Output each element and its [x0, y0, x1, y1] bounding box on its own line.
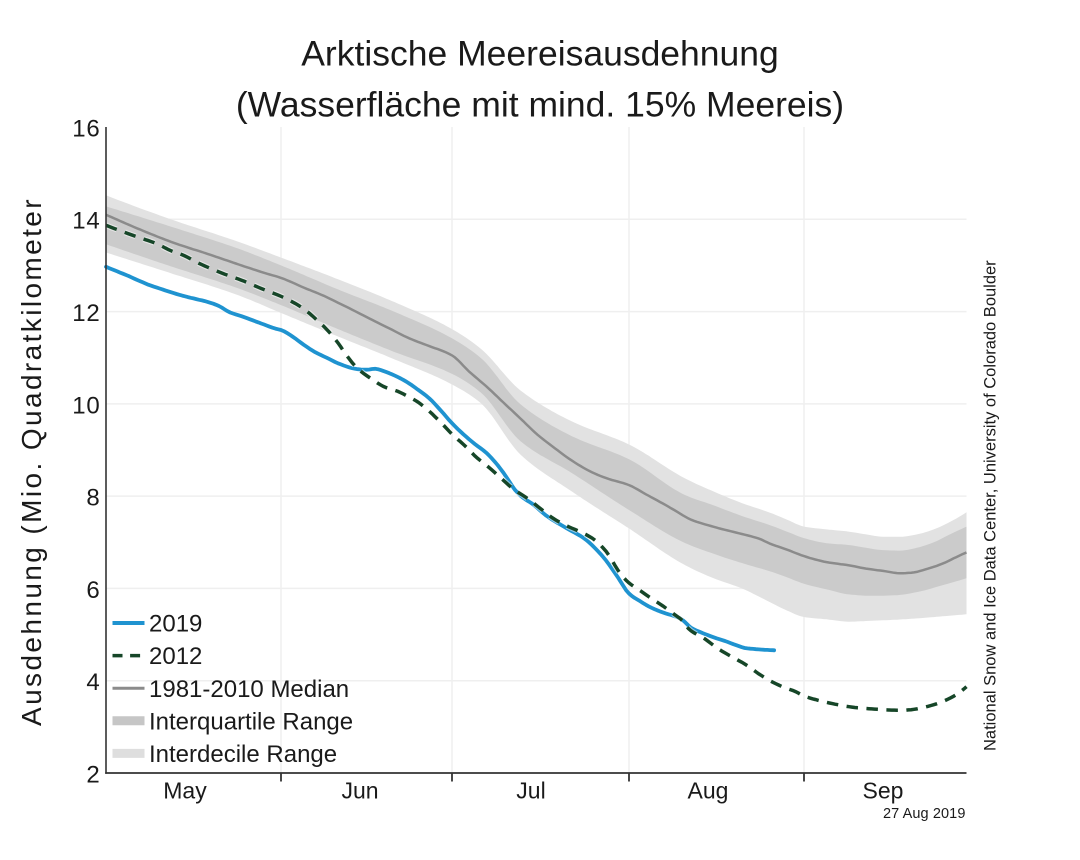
svg-text:(Wasserfläche mit mind. 15% Me: (Wasserfläche mit mind. 15% Meereis): [236, 85, 844, 125]
svg-text:2012: 2012: [149, 643, 202, 670]
svg-text:Interdecile Range: Interdecile Range: [149, 741, 337, 768]
svg-text:14: 14: [72, 208, 100, 235]
svg-text:6: 6: [86, 577, 100, 604]
svg-text:May: May: [163, 778, 207, 804]
svg-text:Aug: Aug: [688, 778, 729, 804]
svg-text:2: 2: [86, 761, 100, 788]
svg-text:Jun: Jun: [341, 778, 378, 804]
svg-text:2019: 2019: [149, 611, 202, 638]
svg-text:Jul: Jul: [516, 778, 545, 804]
svg-text:10: 10: [72, 392, 100, 419]
svg-text:National Snow and Ice Data Cen: National Snow and Ice Data Center, Unive…: [982, 260, 1000, 751]
svg-text:4: 4: [86, 669, 100, 696]
svg-text:Ausdehnung (Mio. Quadratkilome: Ausdehnung (Mio. Quadratkilometer: [16, 197, 47, 726]
svg-text:Sep: Sep: [863, 778, 904, 804]
svg-text:27 Aug 2019: 27 Aug 2019: [883, 806, 966, 822]
svg-text:16: 16: [72, 115, 100, 142]
svg-text:8: 8: [86, 485, 100, 512]
svg-text:Arktische Meereisausdehnung: Arktische Meereisausdehnung: [301, 34, 779, 74]
svg-text:12: 12: [72, 300, 100, 327]
svg-text:1981-2010 Median: 1981-2010 Median: [149, 676, 349, 703]
svg-text:Interquartile Range: Interquartile Range: [149, 708, 353, 735]
